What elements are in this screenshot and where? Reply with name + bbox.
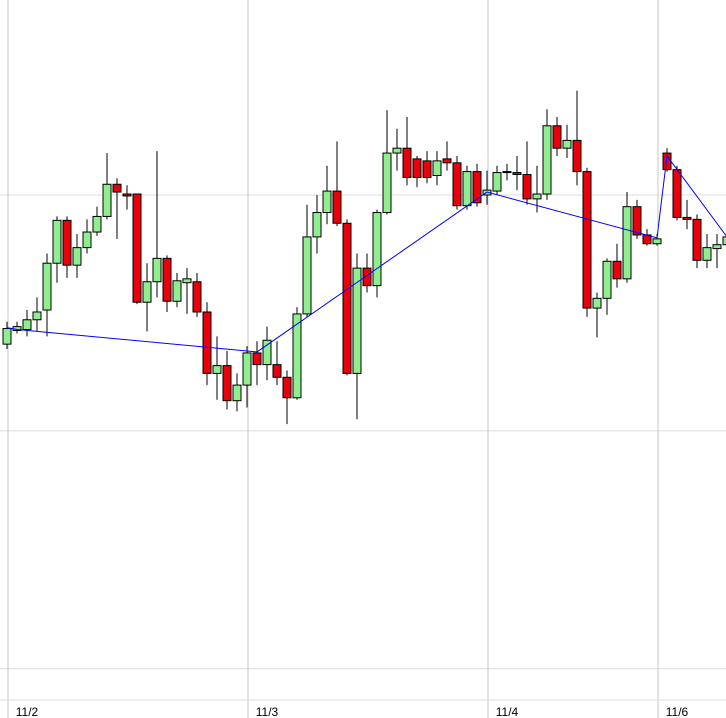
candle-body — [252, 352, 262, 366]
candle-body — [502, 171, 512, 174]
candle-body — [222, 365, 232, 402]
candle-body — [42, 262, 52, 311]
candle-body — [612, 260, 622, 280]
candle-body — [362, 267, 372, 287]
candle-body — [212, 365, 222, 374]
candle-body — [462, 171, 472, 207]
candle-body — [2, 328, 12, 345]
candle-body — [282, 376, 292, 399]
candle-body — [352, 267, 362, 374]
candle-body — [692, 218, 702, 261]
candle-body — [452, 162, 462, 207]
candle-body — [152, 257, 162, 283]
candle-body — [552, 125, 562, 149]
candle-body — [132, 193, 142, 303]
candle-body — [512, 172, 522, 176]
candle-body — [22, 319, 32, 331]
candle-body — [532, 193, 542, 200]
candle-body — [262, 339, 272, 366]
candle-body — [52, 219, 62, 264]
candle-body — [632, 206, 642, 236]
candle-body — [492, 172, 502, 192]
candle-body — [682, 216, 692, 220]
candle-body — [582, 171, 592, 309]
candle-body — [232, 384, 242, 402]
candle-body — [472, 171, 482, 204]
candle-body — [422, 160, 432, 178]
candle-body — [592, 297, 602, 309]
candle-body — [202, 311, 212, 374]
candle-body — [342, 222, 352, 374]
candle-body — [142, 281, 152, 303]
candle-body — [102, 183, 112, 217]
x-tick-label: 11/3 — [256, 705, 279, 718]
candle-body — [652, 238, 662, 245]
candle-body — [172, 280, 182, 302]
candle-body — [332, 190, 342, 224]
candle-body — [432, 160, 442, 176]
candle-body — [722, 236, 726, 246]
candle-body — [92, 215, 102, 233]
candle-body — [322, 190, 332, 214]
candle-body — [392, 147, 402, 154]
x-tick-label: 11/6 — [666, 705, 689, 718]
candle-body — [292, 313, 302, 399]
candle-body — [382, 152, 392, 214]
candle-body — [272, 364, 282, 378]
candle-body — [402, 147, 412, 178]
candle-body — [32, 311, 42, 321]
candle-body — [572, 139, 582, 173]
candle-body — [302, 236, 312, 315]
candle-body — [112, 183, 122, 193]
x-tick-label: 11/4 — [496, 705, 519, 718]
candle-body — [442, 158, 452, 164]
candle-body — [182, 278, 192, 284]
candle-body — [242, 352, 252, 386]
overlay-line — [6, 154, 726, 353]
candle-body — [412, 158, 422, 178]
candle-body — [312, 212, 322, 238]
candle-body — [542, 125, 552, 195]
candle-body — [82, 231, 92, 249]
candle-body — [562, 139, 572, 149]
candle-body — [672, 169, 682, 218]
candle-body — [602, 260, 612, 299]
candle-body — [622, 206, 632, 280]
candle-body — [192, 281, 202, 313]
candle-body — [702, 247, 712, 261]
candle-body — [712, 244, 722, 250]
candle-body — [122, 193, 132, 197]
candle-body — [372, 212, 382, 287]
candle-body — [72, 247, 82, 266]
candle-body — [62, 219, 72, 266]
candle-body — [162, 257, 172, 302]
candle-body — [522, 174, 532, 200]
x-tick-label: 11/2 — [16, 705, 39, 718]
